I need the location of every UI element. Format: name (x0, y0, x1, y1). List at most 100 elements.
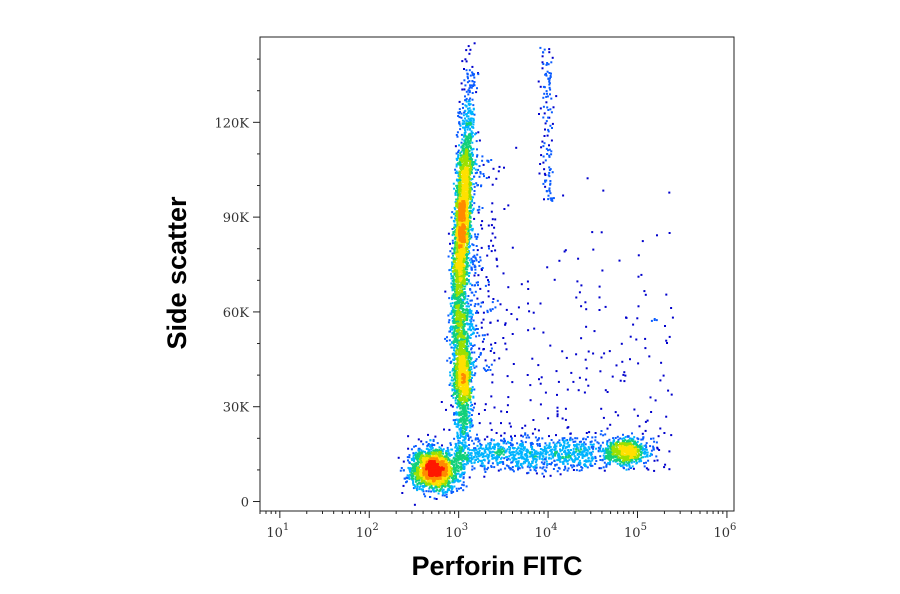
data-point (538, 437, 540, 440)
data-point (460, 112, 463, 115)
data-point (554, 453, 557, 455)
data-point (450, 454, 453, 456)
data-point (417, 469, 420, 472)
data-point (537, 429, 540, 432)
data-point (467, 100, 470, 103)
data-point (546, 451, 549, 454)
data-point (468, 366, 471, 369)
data-point (525, 449, 528, 452)
data-point (460, 338, 463, 341)
data-point (491, 453, 494, 456)
data-point (476, 444, 479, 447)
data-point (459, 152, 462, 155)
data-point (401, 492, 404, 494)
data-point (411, 469, 414, 472)
data-point (424, 495, 427, 498)
data-point (520, 465, 523, 468)
data-point (474, 437, 477, 440)
data-point (469, 74, 472, 77)
data-point (457, 356, 459, 359)
data-point (555, 434, 557, 437)
data-point (462, 294, 464, 297)
data-point (543, 458, 546, 461)
data-point (559, 450, 562, 453)
data-point (450, 282, 453, 285)
data-point (589, 462, 592, 465)
data-point (461, 298, 464, 301)
data-point (610, 442, 613, 445)
data-point (438, 456, 441, 459)
data-point (616, 453, 619, 456)
data-point (447, 314, 450, 317)
data-point (472, 183, 475, 186)
data-point (458, 317, 461, 320)
data-point (457, 305, 460, 307)
data-point (453, 452, 456, 455)
data-point (479, 305, 482, 308)
data-point (610, 458, 612, 461)
data-point (449, 382, 452, 385)
data-point (458, 301, 461, 304)
data-point (463, 468, 465, 470)
data-point (572, 451, 575, 454)
data-point (587, 460, 590, 463)
data-point (461, 431, 464, 434)
data-point (533, 327, 536, 330)
data-point (535, 455, 537, 458)
data-point (498, 453, 501, 456)
data-point (468, 150, 471, 152)
data-point (466, 72, 469, 75)
data-point (459, 352, 462, 355)
data-point (533, 449, 536, 452)
data-point (456, 394, 459, 397)
data-point (520, 439, 523, 442)
data-point (522, 449, 525, 452)
data-point (450, 462, 453, 465)
data-point (541, 55, 544, 58)
data-point (550, 451, 553, 454)
data-point (485, 444, 488, 447)
data-point (664, 463, 667, 466)
data-point (455, 317, 458, 320)
data-point (465, 159, 468, 162)
data-point (429, 446, 432, 449)
data-point (468, 234, 471, 237)
data-point (473, 388, 476, 391)
data-point (413, 503, 416, 506)
data-point (469, 183, 472, 186)
data-point (465, 340, 468, 343)
data-point (446, 446, 449, 449)
data-point (469, 371, 471, 373)
data-point (634, 442, 637, 445)
data-point (402, 469, 405, 472)
data-point (478, 165, 481, 168)
data-point (540, 376, 543, 379)
data-point (467, 323, 470, 326)
data-point (573, 455, 576, 458)
data-point (546, 266, 549, 269)
data-point (471, 409, 474, 412)
data-point (450, 311, 453, 314)
data-point (623, 455, 626, 457)
data-point (463, 120, 466, 123)
data-point (435, 448, 438, 451)
data-point (451, 331, 454, 334)
data-point (454, 264, 457, 267)
data-point (455, 365, 457, 368)
data-point (477, 274, 480, 277)
data-point (517, 461, 520, 464)
data-point (470, 113, 473, 116)
data-point (531, 448, 534, 451)
data-point (594, 457, 597, 460)
data-point (445, 454, 448, 457)
data-point (465, 119, 468, 122)
data-point (551, 56, 554, 59)
data-point (486, 159, 489, 162)
data-point (595, 460, 598, 462)
data-point (544, 470, 547, 473)
data-point (455, 473, 458, 476)
data-point (417, 438, 420, 441)
data-point (612, 437, 615, 440)
data-point (482, 301, 484, 304)
data-point (454, 479, 457, 482)
